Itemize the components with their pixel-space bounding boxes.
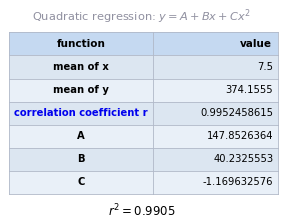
Text: C: C xyxy=(77,178,84,188)
Text: B: B xyxy=(77,154,84,164)
Text: 40.2325553: 40.2325553 xyxy=(213,154,273,164)
Text: correlation coefficient r: correlation coefficient r xyxy=(14,108,147,118)
Text: mean of x: mean of x xyxy=(53,62,108,72)
Text: Quadratic regression: $y=A+Bx+Cx^2$: Quadratic regression: $y=A+Bx+Cx^2$ xyxy=(32,8,252,26)
Text: 0.9952458615: 0.9952458615 xyxy=(200,108,273,118)
Text: $r^2 = 0.9905$: $r^2 = 0.9905$ xyxy=(108,202,176,219)
Text: A: A xyxy=(77,131,85,141)
Text: mean of y: mean of y xyxy=(53,85,108,95)
Text: 374.1555: 374.1555 xyxy=(226,85,273,95)
Text: value: value xyxy=(240,39,272,49)
Text: -1.169632576: -1.169632576 xyxy=(203,178,273,188)
Text: 7.5: 7.5 xyxy=(257,62,273,72)
Text: function: function xyxy=(56,39,105,49)
Text: 147.8526364: 147.8526364 xyxy=(207,131,273,141)
